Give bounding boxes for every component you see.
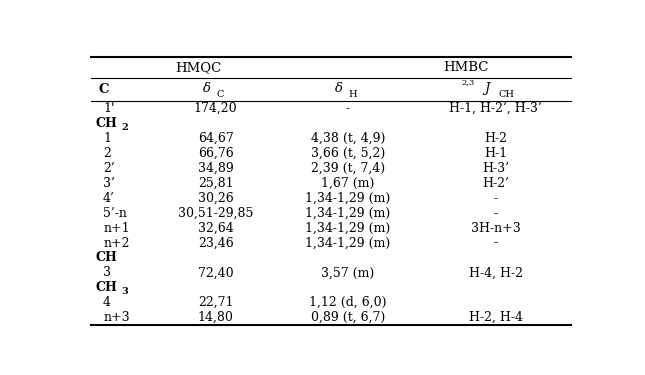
Text: J: J <box>484 82 489 95</box>
Text: H-1: H-1 <box>484 147 507 160</box>
Text: 3: 3 <box>103 266 111 279</box>
Text: 30,26: 30,26 <box>198 192 233 205</box>
Text: n+1: n+1 <box>103 222 130 235</box>
Text: CH: CH <box>95 252 117 264</box>
Text: HMBC: HMBC <box>443 61 488 74</box>
Text: 72,40: 72,40 <box>198 266 233 279</box>
Text: 1,67 (m): 1,67 (m) <box>321 177 375 190</box>
Text: 1,34-1,29 (m): 1,34-1,29 (m) <box>306 237 391 249</box>
Text: 23,46: 23,46 <box>198 237 233 249</box>
Text: 2’: 2’ <box>103 162 115 175</box>
Text: 22,71: 22,71 <box>198 296 233 309</box>
Text: 2,39 (t, 7,4): 2,39 (t, 7,4) <box>311 162 385 175</box>
Text: 3: 3 <box>122 287 128 296</box>
Text: HMQC: HMQC <box>175 61 221 74</box>
Text: 1,34-1,29 (m): 1,34-1,29 (m) <box>306 222 391 235</box>
Text: 3,66 (t, 5,2): 3,66 (t, 5,2) <box>311 147 385 160</box>
Text: δ: δ <box>203 82 211 95</box>
Text: H-2’: H-2’ <box>482 177 509 190</box>
Text: δ: δ <box>335 82 343 95</box>
Text: -: - <box>493 207 497 220</box>
Text: 3H-n+3: 3H-n+3 <box>471 222 521 235</box>
Text: 1,12 (d, 6,0): 1,12 (d, 6,0) <box>310 296 387 309</box>
Text: H-4, H-2: H-4, H-2 <box>468 266 522 279</box>
Text: 3,57 (m): 3,57 (m) <box>321 266 375 279</box>
Text: 1,34-1,29 (m): 1,34-1,29 (m) <box>306 207 391 220</box>
Text: C: C <box>98 83 108 96</box>
Text: 5’-n: 5’-n <box>103 207 127 220</box>
Text: -: - <box>493 237 497 249</box>
Text: 30,51-29,85: 30,51-29,85 <box>178 207 253 220</box>
Text: 0,89 (t, 6,7): 0,89 (t, 6,7) <box>311 311 385 324</box>
Text: n+2: n+2 <box>103 237 130 249</box>
Text: 3’: 3’ <box>103 177 115 190</box>
Text: 4’: 4’ <box>103 192 115 205</box>
Text: H-1, H-2’, H-3’: H-1, H-2’, H-3’ <box>449 102 542 115</box>
Text: H-2: H-2 <box>484 132 507 145</box>
Text: -: - <box>346 102 350 115</box>
Text: CH: CH <box>95 117 117 130</box>
Text: CH: CH <box>95 281 117 294</box>
Text: H-3’: H-3’ <box>482 162 509 175</box>
Text: -: - <box>493 192 497 205</box>
Text: 64,67: 64,67 <box>198 132 233 145</box>
Text: 2,3: 2,3 <box>461 78 475 87</box>
Text: H: H <box>349 90 357 99</box>
Text: 4: 4 <box>103 296 111 309</box>
Text: 174,20: 174,20 <box>194 102 237 115</box>
Text: 2: 2 <box>122 123 128 132</box>
Text: n+3: n+3 <box>103 311 130 324</box>
Text: 4,38 (t, 4,9): 4,38 (t, 4,9) <box>311 132 385 145</box>
Text: 34,89: 34,89 <box>198 162 233 175</box>
Text: 14,80: 14,80 <box>197 311 233 324</box>
Text: 32,64: 32,64 <box>198 222 233 235</box>
Text: CH: CH <box>499 90 515 99</box>
Text: 25,81: 25,81 <box>198 177 233 190</box>
Text: 1,34-1,29 (m): 1,34-1,29 (m) <box>306 192 391 205</box>
Text: 1': 1' <box>103 102 115 115</box>
Text: 1: 1 <box>103 132 111 145</box>
Text: H-2, H-4: H-2, H-4 <box>468 311 522 324</box>
Text: C: C <box>217 90 224 99</box>
Text: 2: 2 <box>103 147 111 160</box>
Text: 66,76: 66,76 <box>198 147 233 160</box>
